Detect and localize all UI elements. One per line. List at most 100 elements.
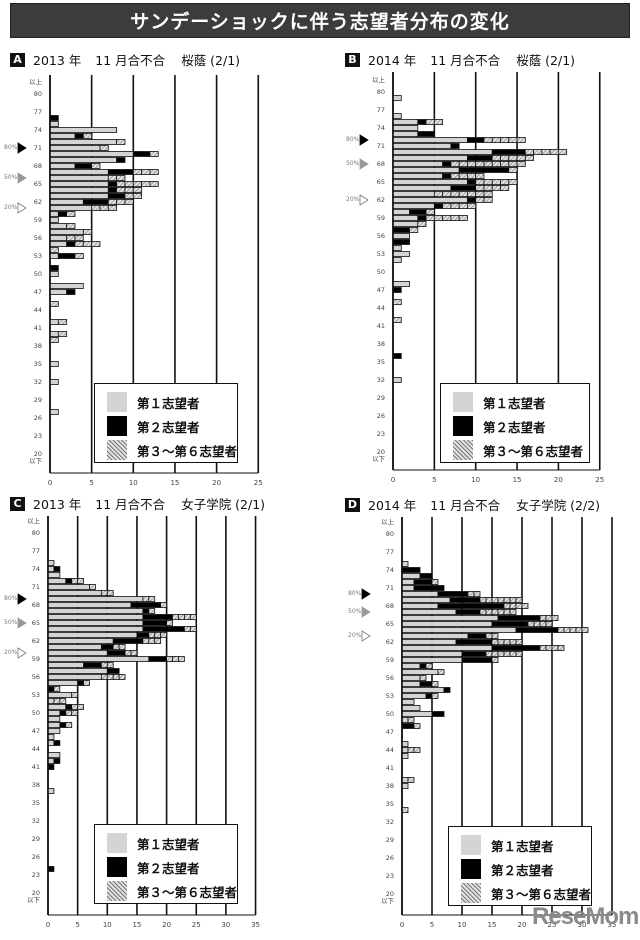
bar-third-to-sixth-choice [425,663,433,669]
bar-third-to-sixth-choice [107,175,118,181]
bar-first-choice [392,173,444,179]
bar-third-to-sixth-choice [509,651,517,657]
bar-second-choice [491,149,526,155]
bar-third-to-sixth-choice [107,199,118,205]
chart-badge: B [345,52,360,67]
y-tick-label: 41 [33,323,42,332]
bar-second-choice [47,764,55,770]
percentile-marker-label: 50% [4,619,18,626]
chart-year: 2014 年 [368,498,417,513]
y-tick-label: 32 [376,375,385,384]
bar-third-to-sixth-choice [483,197,493,203]
y-tick-label: 32 [385,817,394,826]
bar-third-to-sixth-choice [497,609,505,615]
bar-second-choice [74,133,84,139]
bar-third-to-sixth-choice [82,133,93,139]
bar-third-to-sixth-choice [49,301,59,307]
bar-first-choice [401,597,451,603]
legend: 第１志望者 第２志望者 第３～第６志望者 [448,826,592,906]
bar-second-choice [53,740,61,746]
bar-first-choice [392,167,460,173]
bar-first-choice [49,379,59,385]
bar-third-to-sixth-choice [545,645,553,651]
legend-swatch-first [453,392,473,412]
y-tick-label: 47 [385,727,394,736]
bar-third-to-sixth-choice [509,597,517,603]
y-tick-label: 53 [33,251,42,260]
bar-second-choice [66,241,76,247]
bar-first-choice [401,663,421,669]
bar-third-to-sixth-choice [118,644,126,650]
bar-first-choice [47,566,55,572]
y-tick-label: 以下 [381,896,394,905]
bar-first-choice [47,692,73,698]
bar-first-choice [392,197,468,203]
bar-second-choice [515,627,559,633]
y-tick-label: 38 [33,341,42,350]
bar-second-choice [107,181,118,187]
bar-third-to-sixth-choice [491,185,501,191]
bar-first-choice [401,693,427,699]
bar-third-to-sixth-choice [118,674,126,680]
x-tick-label: 35 [607,921,617,929]
y-tick-label: 29 [33,395,42,404]
bar-first-choice [392,245,402,251]
bar-first-choice [49,217,59,223]
y-tick-label: 26 [376,411,385,420]
legend-swatch-second [107,416,127,436]
resemom-logo: ReseMom [532,903,639,930]
y-tick-label: 80 [33,89,42,98]
bar-third-to-sixth-choice [172,656,179,662]
bar-third-to-sixth-choice [132,193,143,199]
bar-third-to-sixth-choice [107,205,118,211]
legend-label: 第２志望者 [483,419,546,435]
y-tick-label: 20 [376,447,385,456]
bar-third-to-sixth-choice [116,199,126,205]
bar-first-choice [47,632,138,638]
bar-third-to-sixth-choice [491,657,499,663]
y-tick-label: 50 [385,709,394,718]
bar-second-choice [392,353,402,359]
bar-first-choice [401,681,421,687]
y-tick-label: 以下 [372,454,385,463]
bar-third-to-sixth-choice [541,149,551,155]
bar-first-choice [47,716,61,722]
bar-third-to-sixth-choice [479,597,487,603]
bar-third-to-sixth-choice [450,173,460,179]
bar-third-to-sixth-choice [132,187,143,193]
y-tick-label: 56 [31,672,40,681]
bar-third-to-sixth-choice [106,662,114,668]
bar-second-choice [442,173,452,179]
bar-third-to-sixth-choice [524,155,534,161]
bar-third-to-sixth-choice [65,722,73,728]
bar-third-to-sixth-choice [569,627,577,633]
bar-second-choice [497,615,541,621]
y-tick-label: 62 [385,637,394,646]
x-tick-label: 0 [399,921,405,929]
bar-first-choice [392,95,402,101]
bar-first-choice [401,741,409,747]
y-tick-label: 41 [31,762,40,771]
chart-b [359,72,601,471]
bar-first-choice [47,662,84,668]
bar-third-to-sixth-choice [539,615,547,621]
bar-third-to-sixth-choice [71,692,79,698]
bar-third-to-sixth-choice [66,211,76,217]
y-tick-label: 50 [33,269,42,278]
bar-first-choice [401,645,493,651]
y-tick-label: 23 [31,870,40,879]
legend-item: 第１志望者 [107,831,237,855]
y-tick-label: 38 [385,781,394,790]
y-tick-label: 56 [33,233,42,242]
bar-third-to-sixth-choice [409,227,419,233]
bar-first-choice [392,179,468,185]
bar-third-to-sixth-choice [545,615,553,621]
legend-swatch-second [461,859,481,879]
bar-third-to-sixth-choice [99,145,109,151]
bar-third-to-sixth-choice [66,223,76,229]
bar-third-to-sixth-choice [83,680,90,686]
y-tick-label: 47 [31,726,40,735]
bar-first-choice [392,203,435,209]
bar-third-to-sixth-choice [500,185,510,191]
